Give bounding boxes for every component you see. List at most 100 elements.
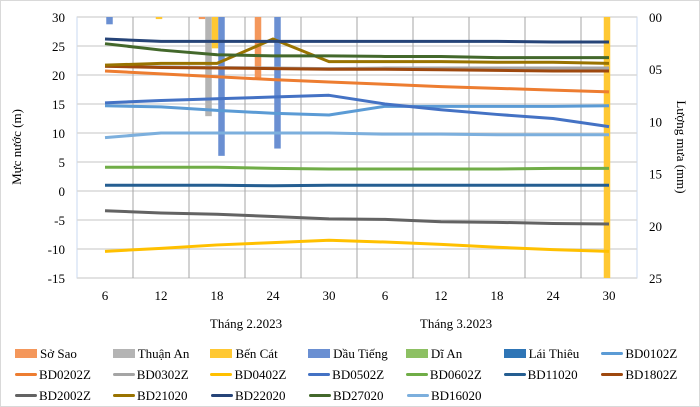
x-tick-label: 24 (267, 288, 281, 303)
legend-label: BD0502Z (332, 366, 385, 382)
x-tick-label: 18 (491, 288, 504, 303)
line-bd1802z (104, 64, 609, 73)
legend-label: BD11020 (527, 366, 578, 382)
bar-sở-sao (198, 17, 206, 20)
y-right-tick-label: 15 (649, 167, 662, 182)
group-label-feb: Tháng 2.2023 (210, 316, 282, 331)
legend-item: Dĩ An (405, 345, 504, 362)
legend-swatch (112, 349, 135, 358)
y-right-tick-label: 05 (649, 62, 662, 77)
legend-label: Sở Sao (40, 345, 77, 361)
y-left-tick-label: 15 (52, 97, 65, 112)
legend-item: BD16020 (407, 388, 505, 404)
y-left-tick-label: -10 (48, 242, 65, 257)
legend-label: Thuận An (137, 345, 190, 361)
legend-swatch (15, 373, 37, 376)
y-left-tick-label: 10 (52, 126, 65, 141)
legend-item: Dầu Tiếng (308, 346, 406, 362)
bar-dầu-tiếng (274, 17, 281, 149)
x-tick-label: 6 (102, 288, 109, 303)
line-bd2002z (104, 209, 610, 226)
legend-swatch (407, 394, 429, 397)
legend-label: Lái Thiêu (528, 345, 580, 361)
group-label-mar: Tháng 3.2023 (420, 316, 492, 331)
y-left-tick-label: 5 (59, 155, 66, 170)
x-tick-label: 30 (603, 288, 616, 303)
legend-swatch (601, 352, 624, 355)
x-tick-label: 30 (323, 288, 336, 303)
y-right-tick-label: 20 (649, 219, 662, 234)
bar-bến-cát (155, 17, 163, 20)
y-left-tick-label: -5 (54, 213, 65, 228)
line-bd16020 (104, 131, 609, 140)
line-bd0602z (105, 165, 609, 171)
line-bd0502z (104, 93, 610, 129)
x-tick-label: 18 (211, 288, 224, 303)
y-left-tick-label: -15 (48, 271, 65, 286)
legend-item: BD0602Z (405, 367, 504, 383)
line-bd0102z (104, 104, 610, 117)
bar-sở-sao (254, 17, 262, 79)
legend-item: BD2002Z (15, 388, 113, 404)
legend-item: BD11020 (503, 366, 602, 383)
y-left-tick-label: 0 (59, 184, 66, 199)
legend-item: BD1802Z (601, 367, 699, 383)
legend-label: Dĩ An (430, 345, 463, 361)
legend-label: BD2002Z (39, 387, 91, 403)
legend-swatch (601, 373, 624, 376)
legend-item: BD0402Z (210, 367, 308, 383)
legend-item: BD22020 (211, 388, 309, 404)
legend-label: BD27020 (333, 387, 384, 403)
bar-bến-cát (603, 17, 611, 278)
x-tick-label: 24 (547, 288, 561, 303)
legend-label: BD0202Z (39, 366, 91, 382)
legend-swatch (503, 373, 526, 376)
legend-swatch (503, 349, 526, 358)
legend-item: BD21020 (113, 388, 211, 404)
y-axis-right-label: Lượng mưa (mm) (674, 100, 689, 193)
legend-row: BD0202Z BD0302Z BD0402Z BD0502Z BD0602Z BD110… (15, 364, 699, 385)
legend-item: Lái Thiêu (503, 345, 602, 362)
legend-item: Sở Sao (15, 346, 113, 362)
y-left-tick-label: 25 (52, 39, 65, 54)
line-bd22020 (104, 37, 609, 44)
line-bd21020 (104, 37, 610, 67)
bar-dầu-tiếng (218, 17, 225, 156)
line-bd0202z (104, 69, 610, 94)
legend-swatch (113, 394, 135, 397)
legend-swatch (210, 373, 233, 376)
legend-swatch (308, 373, 331, 376)
legend-item: BD0502Z (308, 367, 406, 383)
legend-item: BD0302Z (112, 366, 211, 383)
legend-label: BD0402Z (234, 366, 287, 382)
legend-label: BD21020 (137, 387, 188, 403)
legend-row: Sở Sao Thuận An Bến Cát Dầu Tiếng Dĩ An Lái T… (15, 343, 699, 364)
legend-item: BD0202Z (15, 367, 113, 383)
line-bd11020 (105, 183, 609, 188)
legend: Sở Sao Thuận An Bến Cát Dầu Tiếng Dĩ An Lái T… (15, 343, 699, 406)
x-tick-label: 6 (382, 288, 389, 303)
legend-label: BD22020 (235, 387, 286, 403)
legend-label: BD0102Z (625, 345, 678, 361)
y-left-tick-label: 20 (52, 68, 65, 83)
legend-label: BD1802Z (625, 366, 678, 382)
legend-item: BD0102Z (601, 346, 699, 362)
bar-dầu-tiếng (106, 17, 113, 25)
y-right-tick-label: 25 (649, 271, 662, 286)
line-bd0402z (104, 238, 610, 253)
legend-swatch (405, 349, 428, 358)
legend-swatch (112, 373, 135, 376)
y-right-tick-label: 00 (649, 10, 662, 25)
legend-swatch (405, 373, 428, 376)
bar-bến-cát (211, 17, 219, 49)
x-tick-label: 12 (435, 288, 448, 303)
x-tick-label: 12 (155, 288, 168, 303)
legend-swatch (308, 349, 331, 358)
legend-swatch (15, 349, 37, 358)
legend-label: Bến Cát (235, 345, 278, 361)
legend-swatch (211, 394, 233, 397)
legend-label: BD0302Z (136, 366, 189, 382)
y-left-tick-label: 30 (52, 10, 65, 25)
